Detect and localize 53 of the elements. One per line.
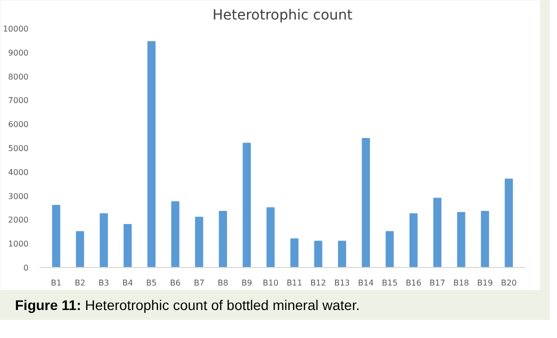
bar [171, 201, 180, 268]
x-tick-label: B18 [453, 278, 470, 288]
y-tick-label: 8000 [8, 72, 28, 82]
y-tick-label: 10000 [3, 24, 29, 34]
bar [504, 178, 513, 268]
bar [147, 41, 156, 268]
bar [314, 240, 322, 268]
x-tick-label: B15 [382, 278, 398, 288]
bar [362, 138, 370, 268]
bar [386, 231, 394, 268]
bar [218, 210, 228, 268]
bar [409, 213, 418, 268]
bar [124, 224, 132, 268]
y-tick-label: 3000 [8, 192, 28, 201]
y-tick-label: 6000 [8, 120, 28, 130]
x-tick-label: B2 [74, 278, 86, 288]
caption: Figure 11: Heterotrophic count of bottled mineral water. [15, 296, 360, 315]
y-tick-label: 2000 [8, 216, 28, 225]
x-tick-label: B17 [430, 278, 446, 288]
bar [52, 204, 60, 268]
x-tick-label: B11 [286, 278, 302, 288]
y-tick-label: 7000 [8, 96, 28, 106]
y-tick-label: 4000 [8, 168, 28, 177]
x-tick-label: B10 [262, 278, 278, 288]
x-tick-label: B19 [477, 278, 493, 288]
bar [338, 240, 346, 268]
x-tick-label: B3 [98, 278, 110, 288]
y-tick-label: 0 [23, 264, 29, 272]
bar [242, 142, 251, 268]
x-tick-label: B13 [334, 278, 350, 288]
x-tick-label: B5 [146, 278, 157, 288]
x-tick-label: B4 [122, 278, 133, 288]
x-tick-label: B8 [218, 278, 228, 288]
chart-title: Heterotrophic count [212, 8, 354, 24]
bar [76, 231, 84, 268]
y-tick-label: 5000 [8, 144, 28, 153]
x-tick-label: B14 [358, 278, 374, 288]
bar [480, 210, 490, 268]
x-tick-label: B12 [310, 278, 326, 288]
bar [266, 207, 275, 268]
x-tick-label: B1 [50, 278, 62, 288]
bar [433, 198, 442, 268]
bar [290, 238, 298, 268]
x-tick-label: B20 [500, 278, 517, 288]
x-tick-label: B7 [194, 278, 204, 288]
y-tick-label: 9000 [8, 48, 28, 58]
x-tick-label: B16 [406, 278, 422, 288]
x-tick-label: B9 [241, 278, 252, 288]
bar [100, 213, 108, 268]
x-tick-label: B6 [170, 278, 181, 288]
bar [457, 212, 466, 268]
y-tick-label: 1000 [8, 240, 28, 249]
bar [195, 216, 204, 268]
